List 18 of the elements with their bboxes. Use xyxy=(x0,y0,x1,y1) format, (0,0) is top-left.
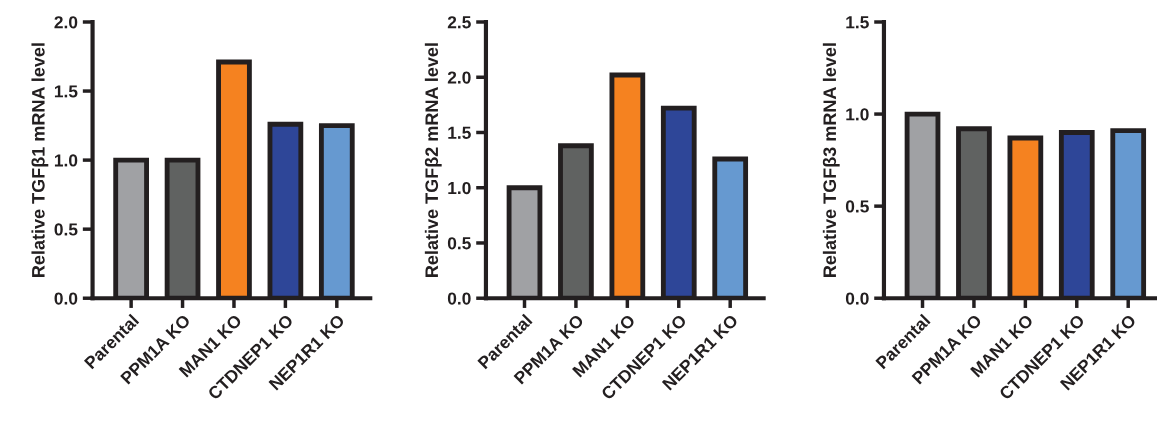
y-tick-label: 1.0 xyxy=(448,181,471,195)
y-tick-label: 1.5 xyxy=(54,85,78,98)
y-tick-label: 0.5 xyxy=(845,200,869,213)
y-tick-label: 0.0 xyxy=(54,292,78,305)
y-tick-label: 2.0 xyxy=(54,16,78,29)
y-tick-label: 0.5 xyxy=(54,223,78,236)
y-tick-label: 1.0 xyxy=(54,154,78,167)
y-tick-label: 2.0 xyxy=(447,71,471,84)
y-tick-label: 0.5 xyxy=(447,237,471,250)
y-tick-label: 2.5 xyxy=(447,16,471,29)
y-axis-title: Relative TGFβ3 mRNA level xyxy=(822,43,840,277)
y-tick-label: 1.0 xyxy=(846,108,869,121)
y-axis-title: Relative TGFβ2 mRNA level xyxy=(424,43,442,277)
y-tick-label: 1.5 xyxy=(846,16,869,29)
y-tick-label: 1.5 xyxy=(448,126,471,139)
y-axis-title: Relative TGFβ1 mRNA level xyxy=(31,43,49,277)
y-tick-label: 0.0 xyxy=(845,292,869,305)
y-tick-label: 0.0 xyxy=(447,292,471,305)
